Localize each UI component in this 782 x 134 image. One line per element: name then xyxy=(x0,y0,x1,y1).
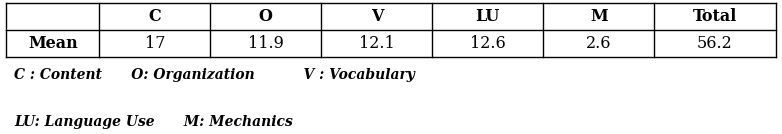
Text: M: M xyxy=(590,8,608,25)
Text: 12.6: 12.6 xyxy=(470,35,506,52)
Text: V: V xyxy=(371,8,383,25)
Text: 56.2: 56.2 xyxy=(697,35,733,52)
Text: Total: Total xyxy=(693,8,737,25)
Text: 2.6: 2.6 xyxy=(586,35,612,52)
Text: 17: 17 xyxy=(145,35,165,52)
Text: 12.1: 12.1 xyxy=(359,35,395,52)
Text: C : Content      O: Organization          V : Vocabulary: C : Content O: Organization V : Vocabula… xyxy=(14,68,415,82)
Text: C: C xyxy=(149,8,161,25)
Text: O: O xyxy=(259,8,273,25)
Text: LU: Language Use      M: Mechanics: LU: Language Use M: Mechanics xyxy=(14,115,292,129)
Text: 11.9: 11.9 xyxy=(248,35,284,52)
Text: LU: LU xyxy=(475,8,500,25)
Text: Mean: Mean xyxy=(28,35,77,52)
